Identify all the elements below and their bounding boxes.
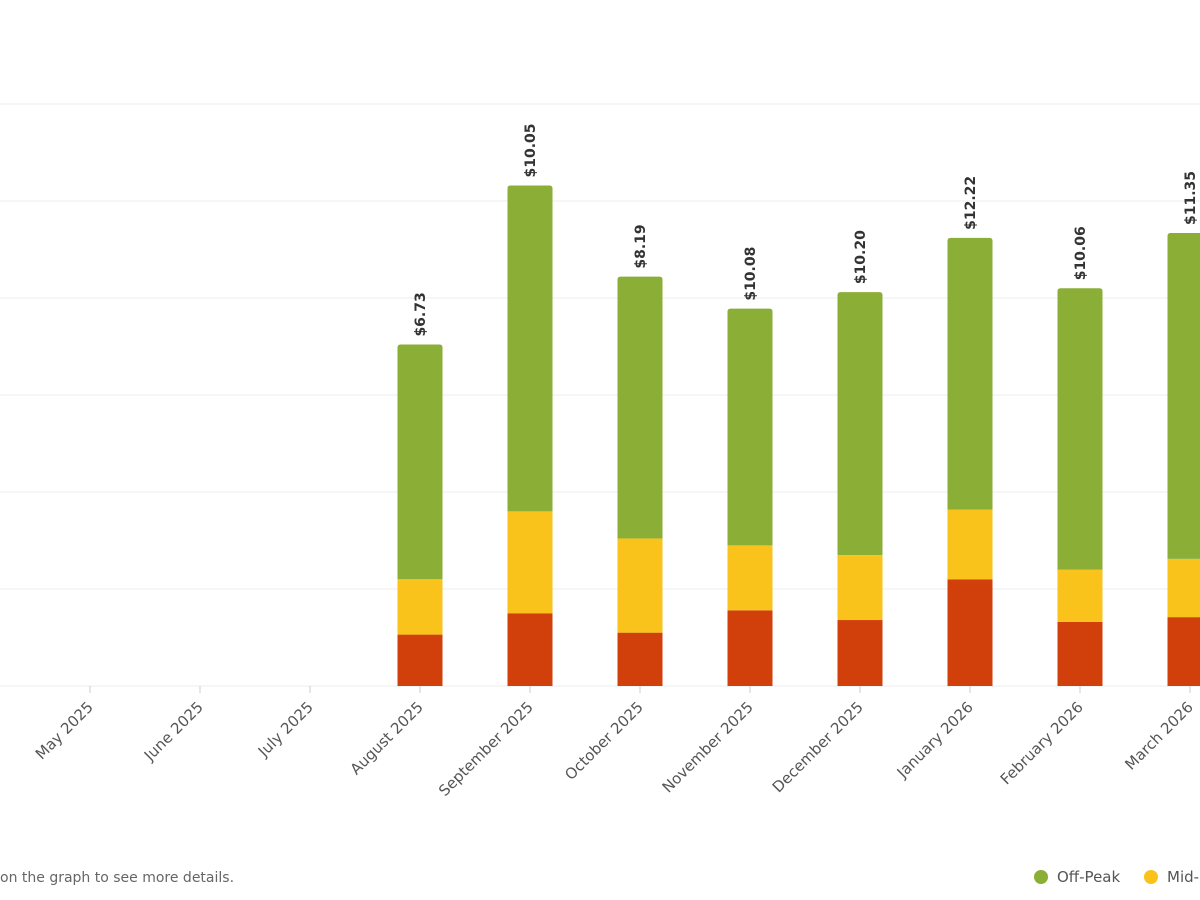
bar-segment: [397, 579, 443, 635]
x-tick-label: August 2025: [347, 698, 427, 778]
bar-segment: [1167, 233, 1200, 559]
bar-segment: [397, 634, 443, 686]
bar-segment: [617, 538, 663, 633]
bar-segment: [727, 545, 773, 611]
total-label: $10.05: [523, 123, 539, 177]
legend-swatch: [1034, 870, 1048, 884]
x-tick-label: September 2025: [435, 698, 537, 800]
bar-segment: [947, 237, 993, 510]
bar-segment: [727, 308, 773, 546]
bar-segment: [1167, 558, 1200, 618]
bar-segment: [1057, 621, 1103, 686]
x-tick-label: February 2026: [997, 698, 1087, 788]
bar-segment: [727, 610, 773, 686]
x-tick-label: May 2025: [32, 698, 97, 763]
bar-segment: [1057, 569, 1103, 622]
bar-segment: [1057, 288, 1103, 570]
bar-segment: [397, 344, 443, 580]
bar-segment: [617, 276, 663, 539]
bar-segment: [837, 292, 883, 556]
x-tick-label: June 2025: [140, 698, 207, 765]
bar-segment: [507, 185, 553, 512]
x-tick-label: November 2025: [659, 698, 757, 796]
x-tick-label: January 2026: [893, 698, 977, 782]
total-label: $8.19: [633, 224, 649, 268]
total-label: $10.08: [743, 247, 759, 301]
legend-label: Mid-: [1167, 868, 1199, 886]
bar-segment: [507, 613, 553, 686]
bar-segment: [1167, 617, 1200, 686]
legend-label: Off-Peak: [1057, 868, 1120, 886]
x-tick-label: October 2025: [561, 698, 647, 784]
x-tick-label: July 2025: [254, 698, 317, 761]
total-label: $6.73: [413, 292, 429, 336]
bar-segment: [947, 579, 993, 686]
x-tick-label: December 2025: [769, 698, 867, 796]
total-label: $12.22: [963, 176, 979, 230]
bar-segment: [617, 632, 663, 686]
bar-segment: [507, 511, 553, 614]
bar-segment: [837, 620, 883, 686]
bar-segment: [947, 509, 993, 580]
x-tick-label: March 2026: [1121, 698, 1196, 773]
legend-swatch: [1144, 870, 1158, 884]
total-label: $10.20: [853, 230, 869, 284]
bar-segment: [837, 555, 883, 621]
total-label: $10.06: [1073, 226, 1089, 280]
footnote: on the graph to see more details.: [0, 870, 234, 886]
total-label: $11.35: [1183, 171, 1199, 225]
